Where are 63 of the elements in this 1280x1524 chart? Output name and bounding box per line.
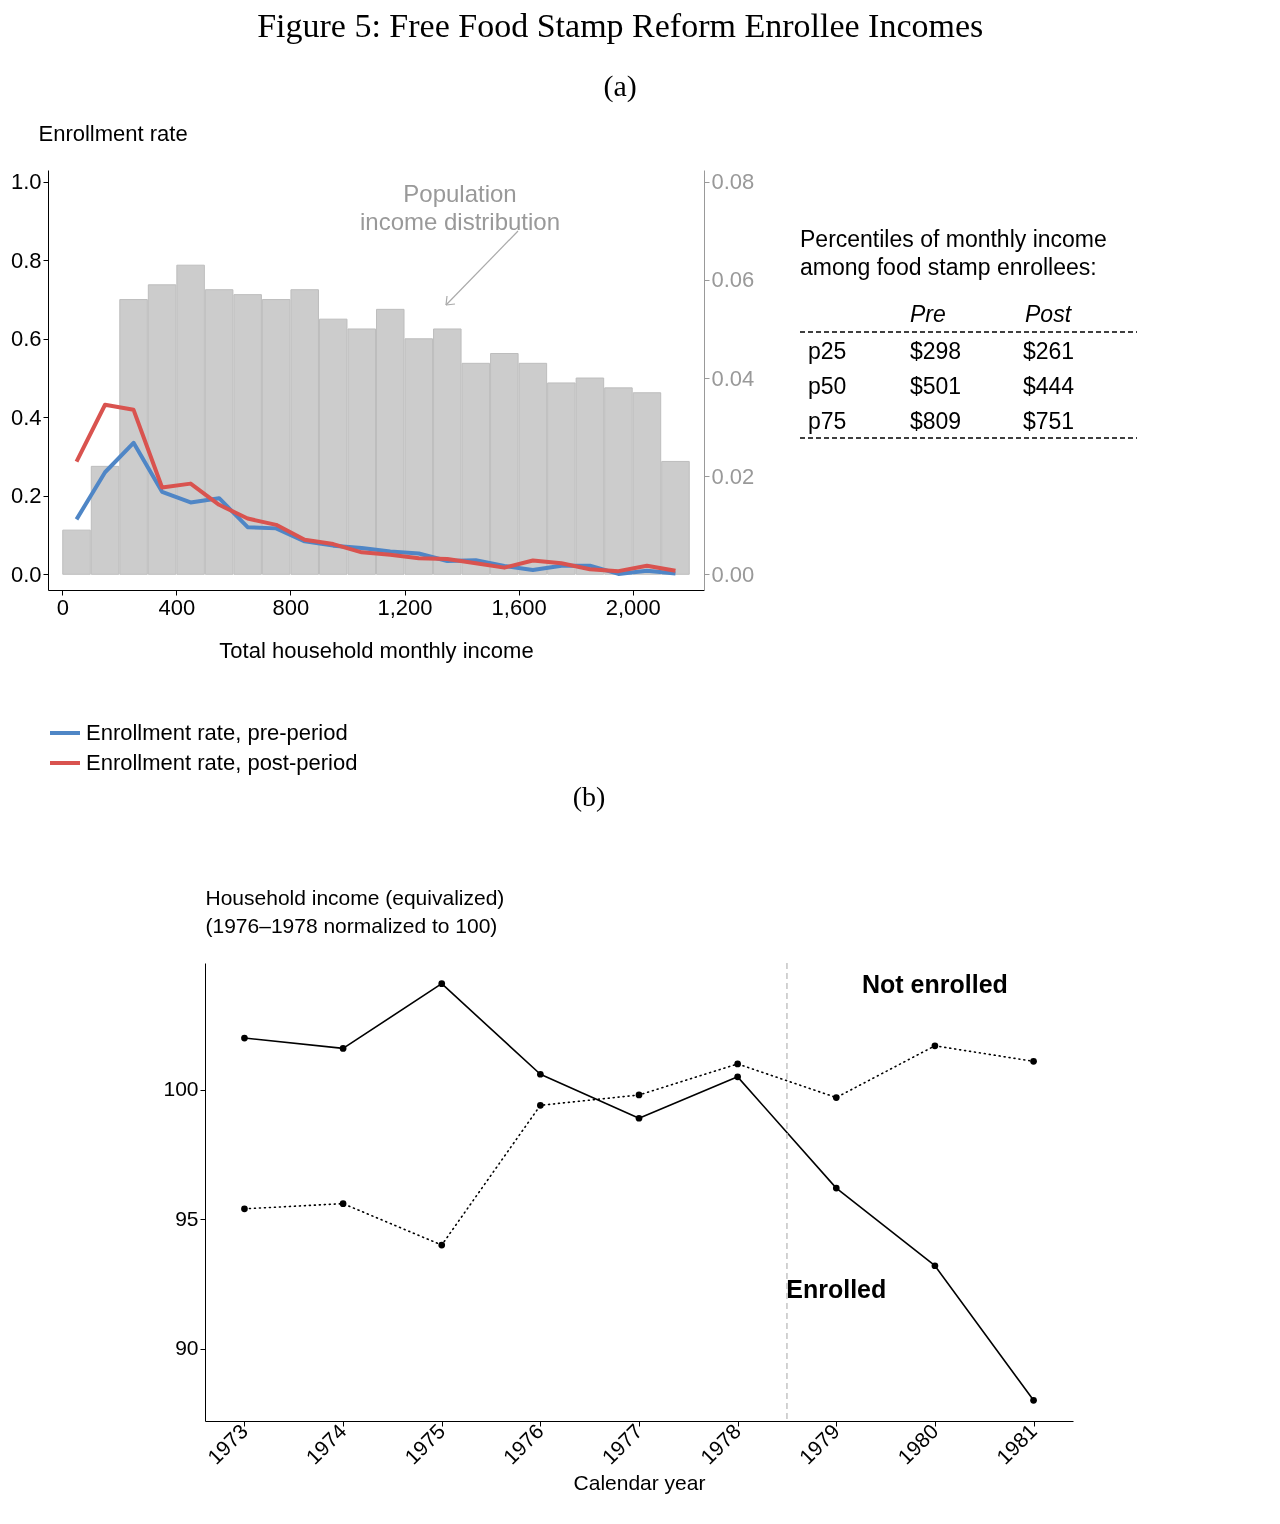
text: Pre <box>910 301 946 327</box>
legend-label: Enrollment rate, pre-period <box>86 720 348 745</box>
y2-tick-label: 0.06 <box>711 267 755 293</box>
text: $444 <box>1023 373 1075 399</box>
y-tick-label: 0.0 <box>10 561 42 587</box>
x-tick-label: 1,200 <box>377 594 433 620</box>
x-tick-label: 1,600 <box>491 594 547 620</box>
text: p50 <box>808 373 847 399</box>
point <box>241 1205 248 1213</box>
chart-subtitle: (a) <box>603 69 637 103</box>
point <box>635 1091 643 1099</box>
x-tick-label: 0 <box>56 594 69 620</box>
point <box>832 1094 840 1101</box>
point <box>734 1060 741 1068</box>
point <box>241 1034 248 1042</box>
x-tick-label: 2,000 <box>605 594 661 620</box>
text: p25 <box>808 338 847 364</box>
text: p75 <box>808 408 847 434</box>
series-label: Enrolled <box>786 1275 887 1304</box>
chart-title: (b) <box>572 781 606 812</box>
point <box>931 1262 939 1270</box>
text: $501 <box>910 373 962 399</box>
y-tick-label: 0.8 <box>10 247 42 273</box>
text: Percentiles of monthly income among food stamp enrollees: <box>800 226 1107 280</box>
text: Not enrolled <box>861 969 1008 998</box>
x-axis-title: Total household monthly income <box>219 637 534 663</box>
y2-tick-label: 0.02 <box>711 463 755 489</box>
y2-tick-label: 0.04 <box>711 365 755 391</box>
point <box>537 1101 544 1109</box>
point <box>438 980 446 988</box>
point <box>438 1241 446 1249</box>
y-tick-label: 95 <box>175 1206 199 1230</box>
y-axis-title: Enrollment rate <box>38 120 188 146</box>
chart-title: Figure 5: Free Food Stamp Reform Enrollee Incomes <box>257 7 984 44</box>
x-tick-label: 400 <box>158 594 196 620</box>
point <box>1030 1057 1037 1065</box>
point <box>1030 1396 1037 1404</box>
y-tick-label: 90 <box>175 1336 199 1360</box>
y-tick-label: 1.0 <box>10 169 42 195</box>
point <box>635 1114 643 1122</box>
text: $261 <box>1023 338 1075 364</box>
y-tick-label: 0.6 <box>10 326 42 352</box>
point <box>339 1200 347 1207</box>
y-tick-label: 100 <box>163 1077 199 1101</box>
point <box>931 1042 939 1050</box>
point <box>537 1070 544 1078</box>
legend-label: Enrollment rate, post-period <box>86 750 358 775</box>
annotation: Population income distribution <box>359 180 561 235</box>
y-tick-label: 0.4 <box>10 404 42 430</box>
point <box>339 1045 347 1052</box>
text: Post <box>1025 301 1073 327</box>
text: $298 <box>910 338 962 364</box>
text: $809 <box>910 408 962 434</box>
text: $751 <box>1023 408 1075 434</box>
line-series <box>74 402 678 574</box>
point <box>734 1073 741 1081</box>
point <box>832 1184 840 1192</box>
y2-tick-label: 0.00 <box>711 561 755 587</box>
x-axis-title: Calendar year <box>573 1470 706 1494</box>
y-tick-label: 0.2 <box>10 483 42 509</box>
y2-tick-label: 0.08 <box>711 169 755 195</box>
y-axis-title: Household income (equivalized) (1976–1978 normalized to 100) <box>205 885 505 937</box>
x-tick-label: 800 <box>272 594 310 620</box>
